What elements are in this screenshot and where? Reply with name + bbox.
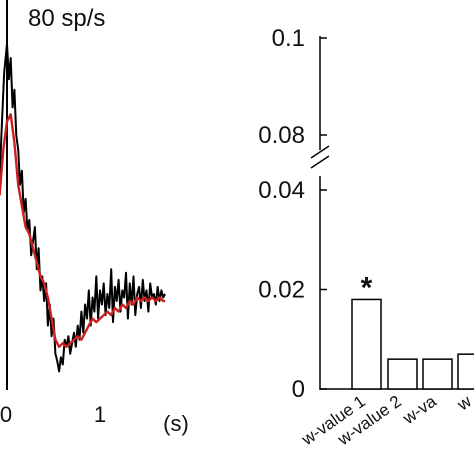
psth-chart: 80 sp/s 0 1 (s) xyxy=(0,0,189,436)
bar-2 xyxy=(387,358,418,390)
y-tick-label-0: 0 xyxy=(292,376,305,403)
axis-break-mark-1 xyxy=(310,145,330,159)
y-tick-label-4: 0.1 xyxy=(272,25,305,52)
bar-chart: 00.020.040.080.1 w-value 1w-value 2w-va w… xyxy=(258,25,474,450)
y-tick-label-3: 0.08 xyxy=(258,122,305,149)
y-tick-label-1: 0.02 xyxy=(258,277,305,304)
psth-series-group xyxy=(0,43,166,373)
bar-label-3: w-va xyxy=(399,391,441,428)
series-line-raw xyxy=(0,43,166,373)
series-line-smoothed xyxy=(0,113,166,348)
y-tick-group: 0 0.02 0.04 0.08 0.1 xyxy=(258,25,327,403)
bar-3 xyxy=(422,358,453,390)
bar-label-4: w xyxy=(453,391,474,415)
axis-break-mark-2 xyxy=(310,155,330,169)
y-tick-label-2: 0.04 xyxy=(258,177,305,204)
x-tick-label-1: 1 xyxy=(94,402,106,427)
x-unit-label: (s) xyxy=(163,411,189,436)
significance-star-1: * xyxy=(361,271,373,304)
bar-group: w-value 1w-value 2w-va w* xyxy=(297,271,474,450)
scale-bar-label: 80 sp/s xyxy=(28,5,105,32)
bar-4 xyxy=(457,353,474,390)
x-tick-label-0: 0 xyxy=(0,402,12,427)
bar-1 xyxy=(351,298,382,390)
